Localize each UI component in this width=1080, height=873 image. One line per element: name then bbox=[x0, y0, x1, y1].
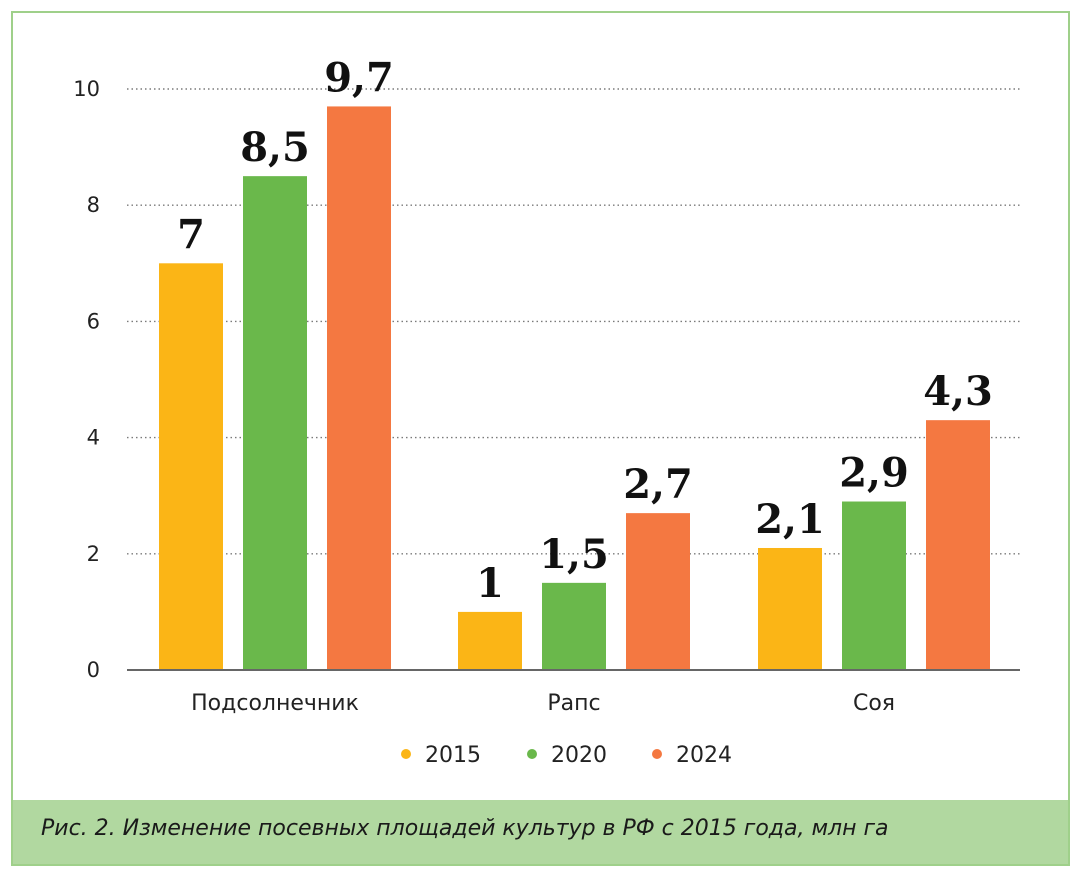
data-label: 7 bbox=[177, 211, 205, 258]
category-label: Рапс bbox=[547, 691, 600, 716]
bar-2015 bbox=[758, 547, 822, 670]
data-label: 4,3 bbox=[923, 368, 993, 415]
category-label: Подсолнечник bbox=[191, 691, 359, 716]
bar-chart: 0 2 4 6 8 10 7 8,5 9,7 1 1,5 2,7 2,1 2,9 4,3 Подсолне… bbox=[73, 54, 1020, 768]
y-tick-label: 0 bbox=[87, 658, 100, 682]
y-tick-label: 2 bbox=[87, 542, 100, 566]
legend-marker bbox=[652, 749, 662, 759]
bar-2020 bbox=[243, 176, 307, 670]
figure-caption: Рис. 2. Изменение посевных площадей куль… bbox=[41, 816, 889, 841]
legend-marker bbox=[527, 749, 537, 759]
data-label: 1 bbox=[476, 560, 504, 607]
legend: 2015 2020 2024 bbox=[401, 743, 732, 768]
data-labels: 7 8,5 9,7 1 1,5 2,7 2,1 2,9 4,3 bbox=[177, 54, 993, 606]
y-tick-label: 10 bbox=[73, 77, 100, 101]
bar-2024 bbox=[626, 513, 690, 670]
bar-2024 bbox=[327, 106, 391, 671]
y-axis-ticks: 0 2 4 6 8 10 bbox=[73, 77, 100, 682]
data-label: 9,7 bbox=[324, 54, 394, 101]
caption-bar: Рис. 2. Изменение посевных площадей куль… bbox=[13, 800, 1068, 864]
data-label: 8,5 bbox=[240, 124, 310, 171]
data-label: 2,7 bbox=[623, 461, 693, 508]
data-label: 2,1 bbox=[755, 496, 825, 543]
y-tick-label: 8 bbox=[87, 193, 100, 217]
bar-2020 bbox=[542, 582, 606, 670]
legend-item: 2015 bbox=[401, 743, 481, 768]
bar-2015 bbox=[159, 263, 223, 670]
legend-label: 2020 bbox=[551, 743, 607, 768]
data-label: 1,5 bbox=[539, 531, 609, 578]
bars bbox=[159, 106, 990, 671]
legend-item: 2024 bbox=[652, 743, 732, 768]
category-labels: Подсолнечник Рапс Соя bbox=[191, 691, 895, 716]
legend-marker bbox=[401, 749, 411, 759]
y-tick-label: 4 bbox=[87, 426, 100, 450]
y-tick-label: 6 bbox=[87, 309, 100, 333]
legend-label: 2024 bbox=[676, 743, 732, 768]
bar-2024 bbox=[926, 420, 990, 670]
category-label: Соя bbox=[853, 691, 895, 716]
bar-2015 bbox=[458, 611, 522, 670]
legend-label: 2015 bbox=[425, 743, 481, 768]
data-label: 2,9 bbox=[839, 450, 909, 497]
bar-2020 bbox=[842, 501, 906, 670]
legend-item: 2020 bbox=[527, 743, 607, 768]
